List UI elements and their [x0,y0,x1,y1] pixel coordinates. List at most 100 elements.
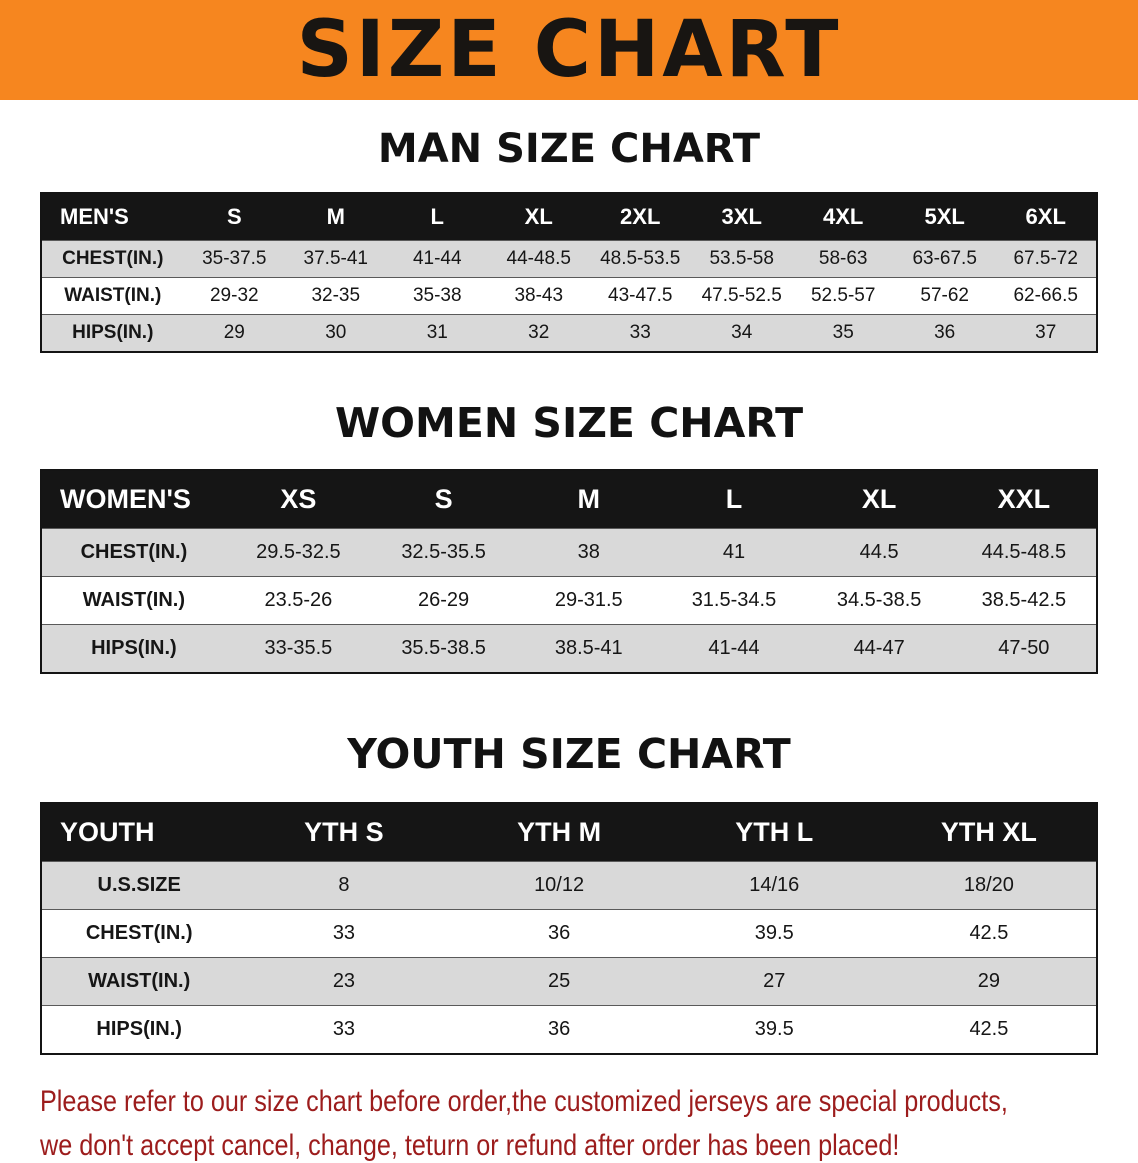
table-row: HIPS(IN.) 29 30 31 32 33 34 35 36 37 [41,314,1097,352]
size-value-cell: 35-37.5 [202,248,267,269]
table-row: HIPS(IN.) 33 36 39.5 42.5 [41,1005,1097,1054]
size-value-cell: 53.5-58 [709,248,774,269]
table-corner-header: MEN'S [41,193,184,241]
size-value-cell: 47.5-52.5 [701,285,782,306]
man-size-section: MAN SIZE CHART MEN'S S M L XL 2XL 3XL 4XL 5XL 6XL… [0,126,1138,353]
size-value-cell: 8 [338,874,350,896]
size-value-cell: 33-35.5 [264,637,333,659]
size-column-header: 6XL [995,193,1097,241]
note-line-2: we don't accept cancel, change, teturn o… [40,1129,900,1162]
size-value-cell: 26-29 [418,589,470,611]
table-row: WAIST(IN.) 23 25 27 29 [41,957,1097,1006]
size-value-cell: 31.5-34.5 [691,589,777,611]
size-value-cell: 41-44 [412,248,462,269]
size-column-header: YTH M [451,803,667,862]
size-value-cell: 14/16 [749,874,800,896]
size-column-header: XS [225,470,371,529]
size-column-header: L [386,193,488,241]
row-label: CHEST(IN.) [62,248,164,269]
size-value-cell: 33 [332,1018,356,1040]
size-value-cell: 32 [528,322,550,343]
size-value-cell: 35.5-38.5 [401,637,486,659]
size-value-cell: 33 [332,922,356,944]
size-column-header: XL [806,470,952,529]
table-row: CHEST(IN.) 33 36 39.5 42.5 [41,909,1097,958]
size-value-cell: 18/20 [963,874,1014,896]
size-value-cell: 57-62 [920,285,969,306]
size-column-header: 5XL [893,193,996,241]
size-value-cell: 39.5 [754,1018,794,1040]
size-value-cell: 38 [577,541,600,563]
size-value-cell: 27 [763,970,786,992]
size-value-cell: 44.5-48.5 [981,541,1067,563]
size-value-cell: 47-50 [998,637,1050,659]
size-value-cell: 34.5-38.5 [836,589,922,611]
row-label: CHEST(IN.) [85,922,193,944]
size-value-cell: 38-43 [514,285,564,306]
youth-section-title: YOUTH SIZE CHART [347,730,791,778]
table-corner-header: YOUTH [41,803,237,862]
size-value-cell: 41-44 [708,637,760,659]
size-column-header: XXL [951,470,1097,529]
youth-size-section: YOUTH SIZE CHART YOUTH YTH S YTH M YTH L YTH… [0,730,1138,1055]
size-value-cell: 37.5-41 [303,248,368,269]
size-column-header: M [285,193,387,241]
size-value-cell: 39.5 [754,922,794,944]
size-value-cell: 10/12 [534,874,585,896]
size-column-header: L [661,470,807,529]
table-row: U.S.SIZE 8 10/12 14/16 18/20 [41,861,1097,910]
table-row: WAIST(IN.) 29-32 32-35 35-38 38-43 43-47.5 47.… [41,277,1097,315]
youth-size-table: YOUTH YTH S YTH M YTH L YTH XL U.S.SIZE 8 10/12… [40,802,1098,1055]
size-value-cell: 30 [325,322,347,343]
row-label: U.S.SIZE [97,874,181,896]
size-value-cell: 33 [629,322,651,343]
size-column-header: 4XL [792,193,894,241]
size-value-cell: 44.5 [859,541,899,563]
table-row: WAIST(IN.) 23.5-26 26-29 29-31.5 31.5-34.5 34… [41,576,1097,625]
page-title: SIZE CHART [296,5,842,95]
table-header-row: MEN'S S M L XL 2XL 3XL 4XL 5XL 6XL [41,193,1097,241]
size-column-header: 2XL [589,193,691,241]
size-column-header: YTH XL [881,803,1097,862]
women-section-title: WOMEN SIZE CHART [334,399,804,447]
size-value-cell: 44-47 [853,637,905,659]
size-value-cell: 36 [934,322,956,343]
size-column-header: 3XL [690,193,793,241]
size-value-cell: 35 [832,322,854,343]
size-column-header: YTH S [236,803,452,862]
size-value-cell: 43-47.5 [608,285,673,306]
size-value-cell: 34 [731,322,753,343]
size-value-cell: 25 [547,970,571,992]
size-value-cell: 52.5-57 [810,285,876,306]
women-size-table: WOMEN'S XS S M L XL XXL CHEST(IN.) 29.5-32.5 32.5… [40,469,1098,674]
size-value-cell: 42.5 [969,922,1009,944]
size-value-cell: 23.5-26 [264,589,333,611]
size-value-cell: 38.5-41 [554,637,623,659]
row-label: HIPS(IN.) [72,322,154,343]
table-row: HIPS(IN.) 33-35.5 35.5-38.5 38.5-41 41-44 44-… [41,624,1097,673]
row-label: WAIST(IN.) [88,970,191,992]
row-label: WAIST(IN.) [82,589,185,611]
size-value-cell: 63-67.5 [912,248,977,269]
size-column-header: M [516,470,662,529]
size-value-cell: 41 [722,541,746,563]
size-value-cell: 37 [1035,322,1057,343]
size-value-cell: 29 [223,322,245,343]
man-section-title: MAN SIZE CHART [377,126,761,172]
table-corner-header: WOMEN'S [41,470,226,529]
size-value-cell: 31 [426,322,448,343]
size-value-cell: 42.5 [969,1018,1009,1040]
row-label: HIPS(IN.) [91,637,177,659]
footer-note: Please refer to our size chart before or… [40,1085,1138,1163]
banner: SIZE CHART [0,0,1138,100]
size-value-cell: 44-48.5 [506,248,571,269]
table-header-row: WOMEN'S XS S M L XL XXL [41,470,1097,529]
row-label: CHEST(IN.) [80,541,188,563]
size-column-header: S [370,470,517,529]
size-value-cell: 36 [547,1018,571,1040]
women-size-section: WOMEN SIZE CHART WOMEN'S XS S M L XL XXL CHEST(… [0,399,1138,674]
size-value-cell: 29.5-32.5 [256,541,341,563]
size-value-cell: 35-38 [412,285,462,306]
size-value-cell: 29-32 [209,285,259,306]
